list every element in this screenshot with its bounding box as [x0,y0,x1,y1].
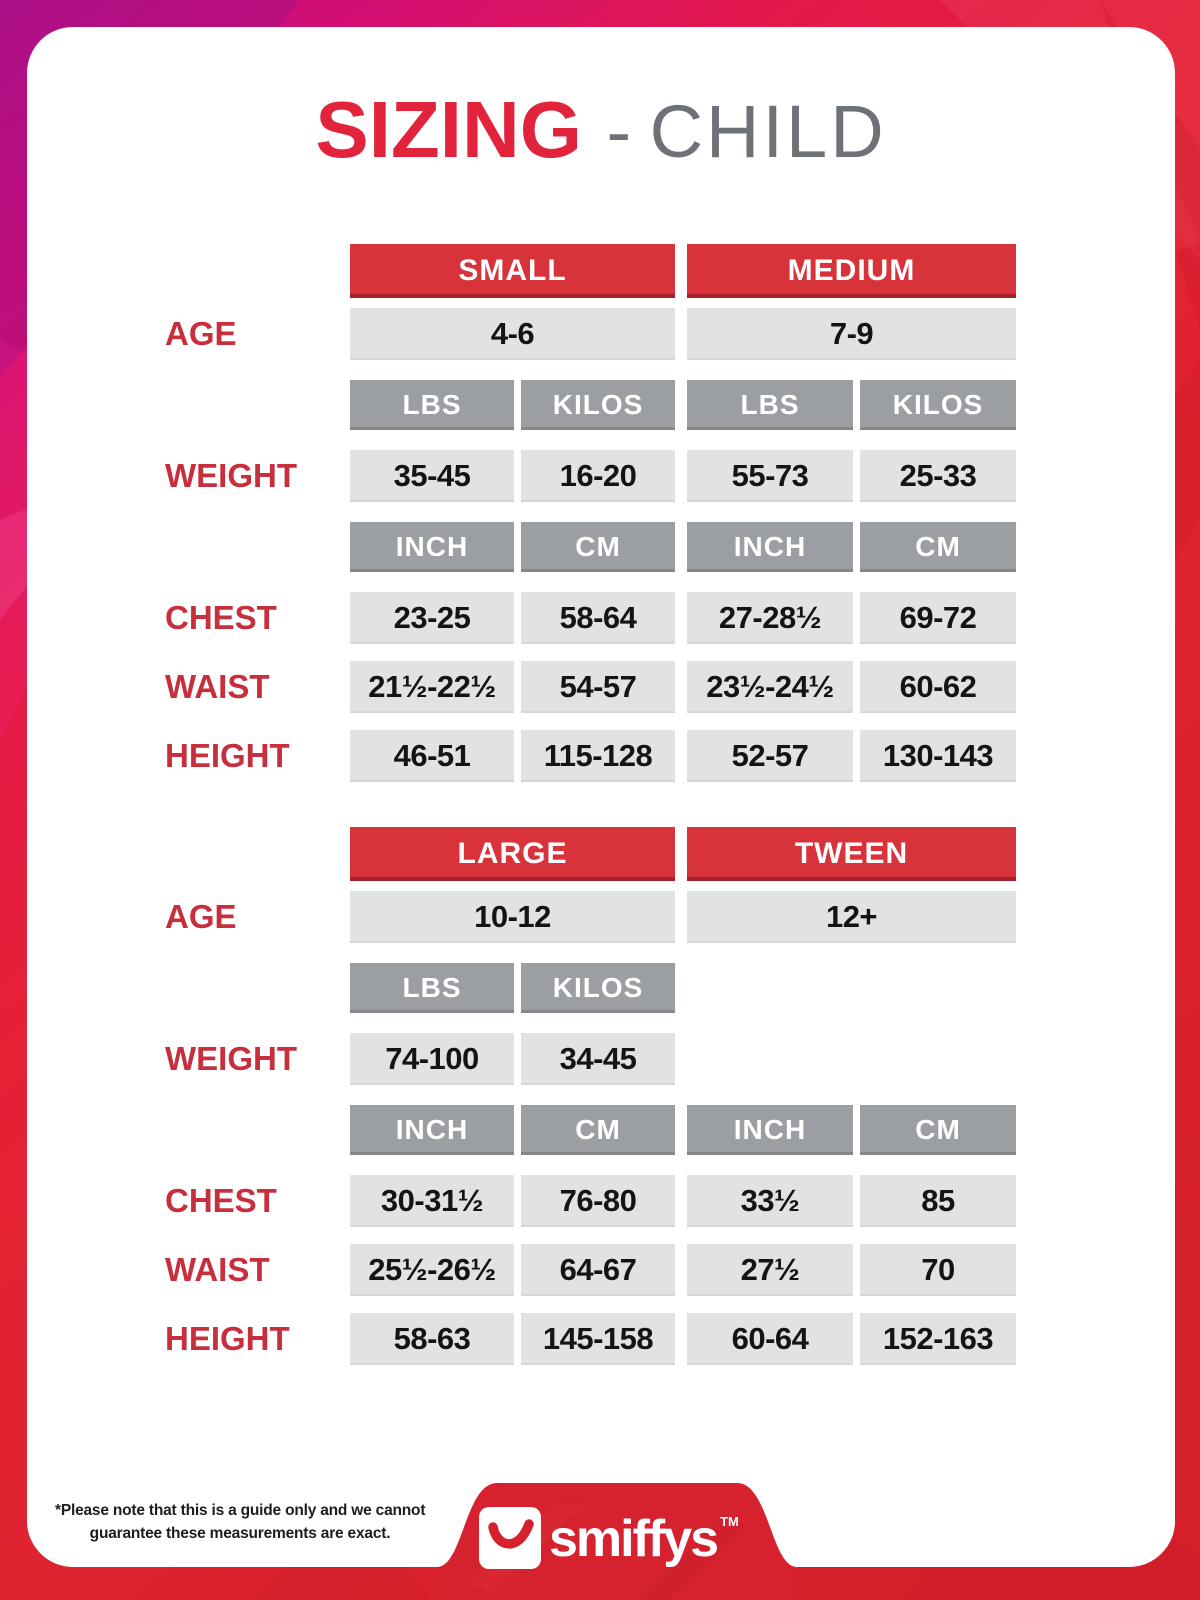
row-label: WEIGHT [165,1040,297,1077]
weight-unit-header-cell: KILOS [521,963,675,1013]
size-table-small-medium: SMALL MEDIUM AGE 4-6 7-9 LBS KILOS LBS KILOS WEIG… [165,244,1016,782]
measure-value-cell: 64-67 [521,1244,675,1296]
measure-value-cell: 54-57 [521,661,675,713]
weight-value-cell: 34-45 [521,1033,675,1085]
measure-value-cell: 33½ [687,1175,853,1227]
weight-value-cell: 55-73 [687,450,853,502]
measure-unit-header-cell: INCH [350,1105,514,1155]
measure-value-cell: 115-128 [521,730,675,782]
size-header-cell: TWEEN [687,827,1016,881]
row-label: WAIST [165,668,270,705]
measure-value-cell: 27-28½ [687,592,853,644]
row-label: HEIGHT [165,1320,290,1357]
weight-value-cell: 35-45 [350,450,514,502]
row-label: AGE [165,315,237,352]
guide-note-line1: *Please note that this is a guide only a… [55,1502,426,1519]
weight-unit-header-cell: LBS [687,380,853,430]
measure-value-cell: 25½-26½ [350,1244,514,1296]
size-header-cell: SMALL [350,244,675,298]
measure-value-cell: 23-25 [350,592,514,644]
measure-value-cell: 60-64 [687,1313,853,1365]
measure-unit-header-cell: CM [521,1105,675,1155]
measure-value-cell: 152-163 [860,1313,1016,1365]
measure-value-cell: 85 [860,1175,1016,1227]
page-title: SIZING - CHILD [27,84,1175,176]
age-value-cell: 7-9 [687,308,1016,360]
age-value-cell: 10-12 [350,891,675,943]
smiffys-smile-icon [479,1507,541,1569]
measure-unit-header-cell: CM [860,1105,1016,1155]
weight-value-cell: 16-20 [521,450,675,502]
measure-value-cell: 58-63 [350,1313,514,1365]
size-header-cell: LARGE [350,827,675,881]
measure-value-cell: 130-143 [860,730,1016,782]
age-value-cell: 12+ [687,891,1016,943]
measure-value-cell: 69-72 [860,592,1016,644]
row-label: CHEST [165,1182,277,1219]
measure-unit-header-cell: CM [521,522,675,572]
measure-value-cell: 30-31½ [350,1175,514,1227]
weight-unit-header-cell: LBS [350,963,514,1013]
weight-value-cell: 74-100 [350,1033,514,1085]
smiffys-wordmark-text: smiffys [549,1510,719,1568]
row-label: HEIGHT [165,737,290,774]
measure-unit-header-cell: INCH [687,522,853,572]
measure-value-cell: 58-64 [521,592,675,644]
measure-value-cell: 70 [860,1244,1016,1296]
title-primary: SIZING [315,85,583,174]
smiffys-wordmark: smiffys TM [549,1504,739,1574]
measure-value-cell: 27½ [687,1244,853,1296]
age-value-cell: 4-6 [350,308,675,360]
guide-note-line2: guarantee these measurements are exact. [89,1525,391,1542]
measure-value-cell: 23½-24½ [687,661,853,713]
measure-unit-header-cell: INCH [687,1105,853,1155]
row-label: CHEST [165,599,277,636]
row-label: WEIGHT [165,457,297,494]
measure-unit-header-cell: CM [860,522,1016,572]
measure-value-cell: 52-57 [687,730,853,782]
title-secondary: CHILD [649,90,887,173]
measure-value-cell: 21½-22½ [350,661,514,713]
row-label: AGE [165,898,237,935]
measure-value-cell: 145-158 [521,1313,675,1365]
trademark-symbol: TM [720,1513,739,1529]
title-separator: - [606,90,632,173]
measure-value-cell: 60-62 [860,661,1016,713]
guide-note: *Please note that this is a guide only a… [55,1499,425,1545]
weight-unit-header-cell: KILOS [521,380,675,430]
size-header-cell: MEDIUM [687,244,1016,298]
weight-unit-header-cell: LBS [350,380,514,430]
measure-value-cell: 46-51 [350,730,514,782]
row-label: WAIST [165,1251,270,1288]
measure-value-cell: 76-80 [521,1175,675,1227]
measure-unit-header-cell: INCH [350,522,514,572]
weight-unit-header-cell: KILOS [860,380,1016,430]
size-table-large-tween: LARGE TWEEN AGE 10-12 12+ LBS KILOS WEIGHT 74-10… [165,827,1016,1365]
weight-value-cell: 25-33 [860,450,1016,502]
